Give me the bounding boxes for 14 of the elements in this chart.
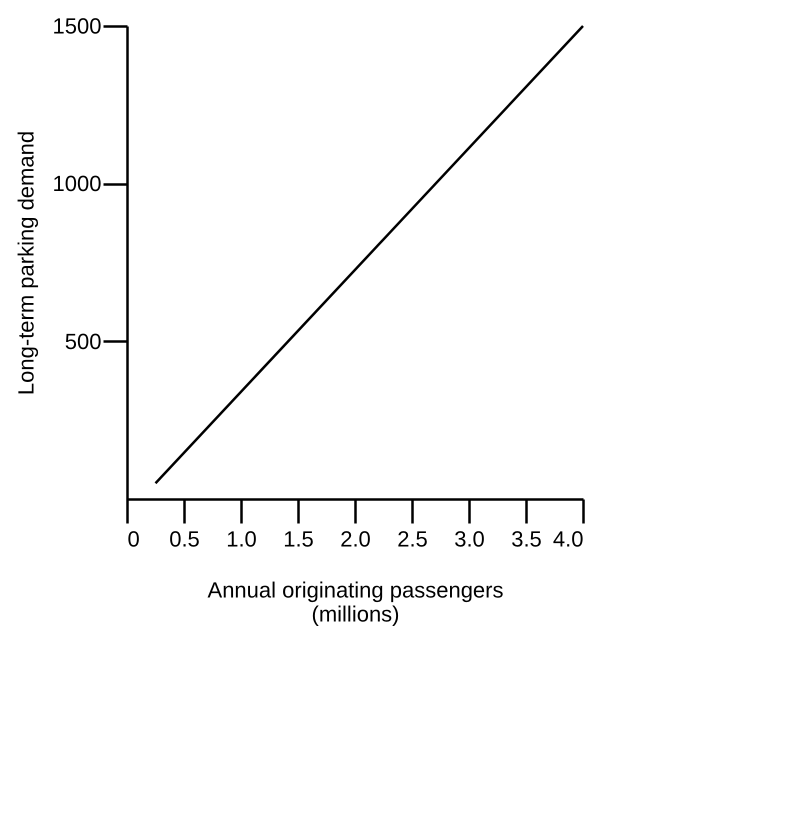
- x-tick-label: 2.5: [397, 526, 428, 552]
- x-axis-title: Annual originating passengers (millions): [208, 578, 504, 626]
- y-tick-label: 500: [64, 328, 102, 354]
- x-tick-label: 0: [128, 526, 140, 552]
- x-tick-label: 2.0: [340, 526, 371, 552]
- x-tick-label: 1.0: [226, 526, 257, 552]
- x-tick-label: 1.5: [283, 526, 314, 552]
- x-tick-label: 3.0: [454, 526, 485, 552]
- x-tick-label: 4.0: [552, 526, 584, 552]
- y-tick-label: 1500: [52, 14, 102, 38]
- y-axis-title: Long-term parking demand: [14, 130, 39, 396]
- x-tick-label: 3.5: [511, 526, 542, 552]
- x-tick-label: 0.5: [169, 526, 200, 552]
- y-tick-label: 1000: [52, 171, 102, 196]
